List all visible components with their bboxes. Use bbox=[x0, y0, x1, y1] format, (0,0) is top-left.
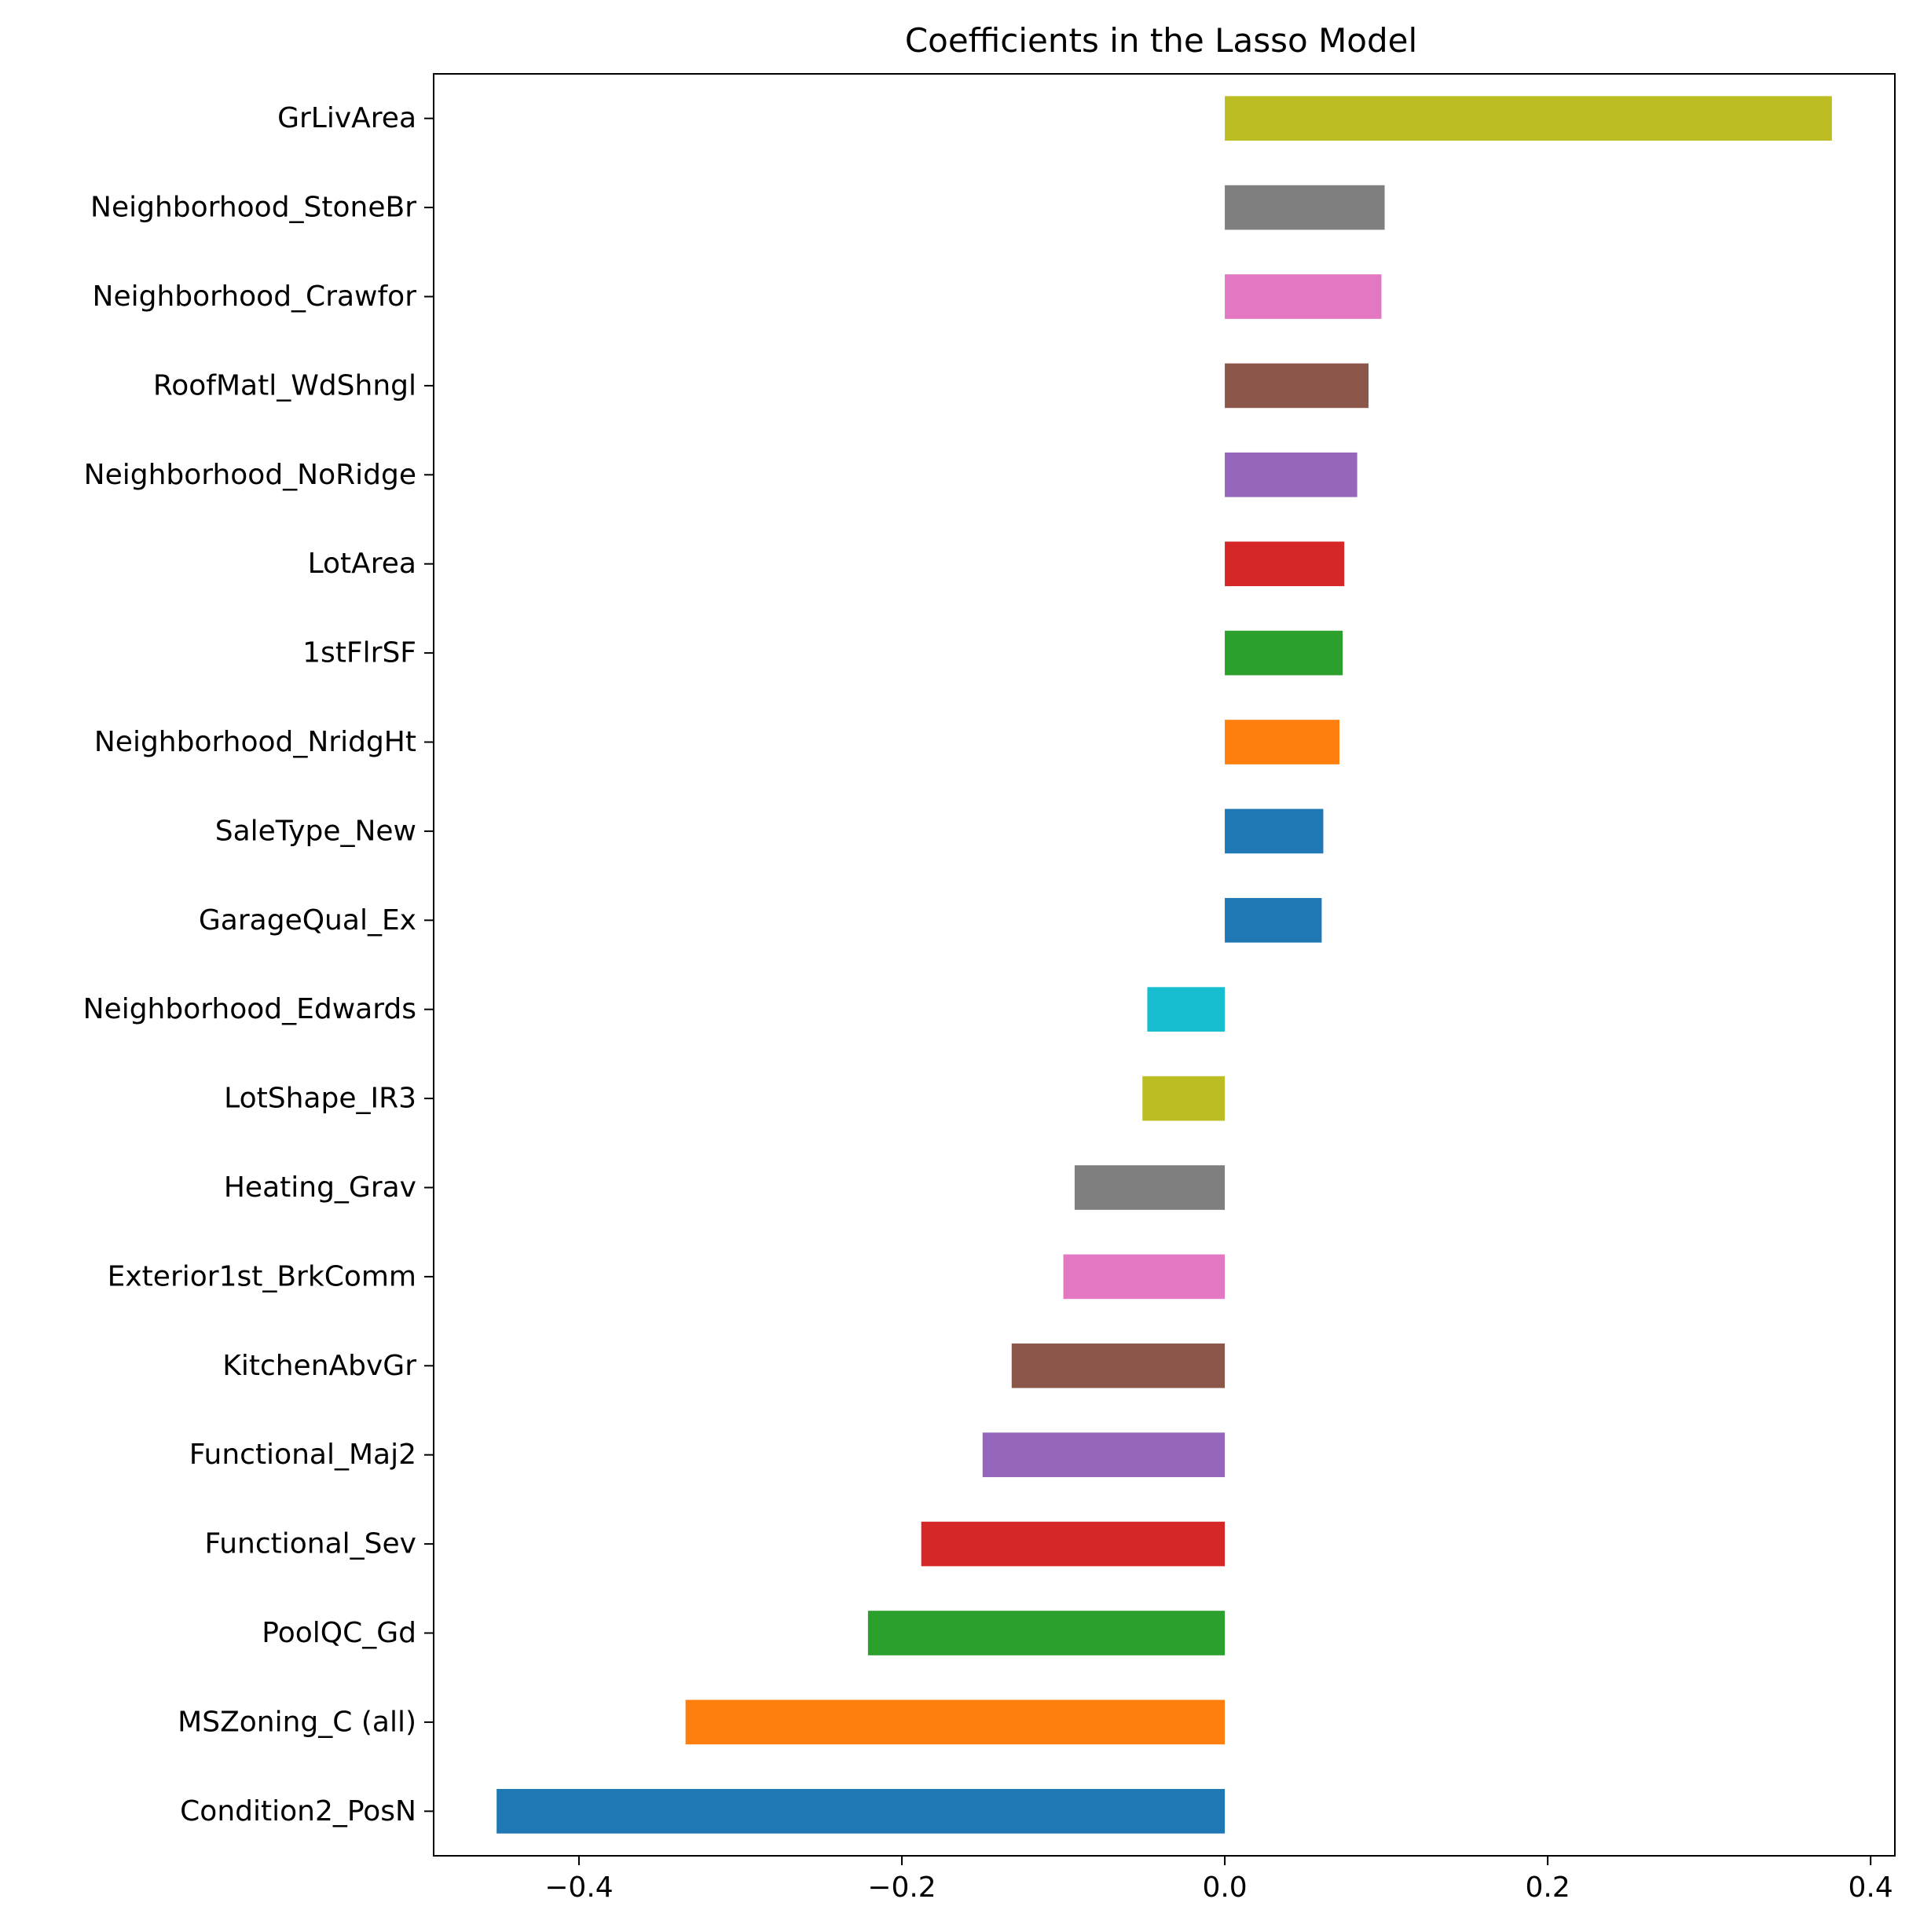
x-tick-label: −0.2 bbox=[867, 1872, 936, 1904]
y-tick-label: Neighborhood_Crawfor bbox=[93, 280, 417, 313]
x-axis: −0.4 −0.2 0.0 0.2 0.4 bbox=[544, 1856, 1893, 1904]
y-tick-label: KitchenAbvGr bbox=[222, 1350, 416, 1382]
bar-lotshape-ir3 bbox=[1142, 1076, 1226, 1121]
bar-garagequal-ex bbox=[1225, 897, 1322, 943]
bar-saletype-new bbox=[1225, 808, 1324, 854]
bar-lotarea bbox=[1225, 541, 1345, 587]
plot-frame bbox=[433, 73, 1896, 1857]
bar-roofmatl-wdshngl bbox=[1225, 363, 1369, 409]
bar-grlivarea bbox=[1225, 96, 1832, 141]
y-tick-label: GrLivArea bbox=[277, 102, 416, 134]
y-tick-label: Neighborhood_Edwards bbox=[83, 993, 416, 1025]
bar-kitchenabvgr bbox=[1011, 1343, 1226, 1388]
y-tick-label: Heating_Grav bbox=[224, 1171, 416, 1204]
y-axis: GrLivArea Neighborhood_StoneBr Neighborhoo… bbox=[83, 102, 434, 1828]
bar-neighborhood-nridght bbox=[1225, 720, 1339, 764]
y-tick-label: LotShape_IR3 bbox=[224, 1083, 416, 1115]
x-tick-label: 0.4 bbox=[1849, 1872, 1893, 1904]
bar-mszoning-c-all bbox=[685, 1699, 1226, 1745]
bar-poolqc-gd bbox=[867, 1611, 1226, 1655]
chart-title: Coefficients in the Lasso Model bbox=[905, 21, 1417, 60]
x-tick-label: −0.4 bbox=[544, 1872, 613, 1904]
x-tick-label: 0.2 bbox=[1525, 1872, 1570, 1904]
y-tick-label: Exterior1st_BrkComm bbox=[108, 1260, 416, 1292]
y-tick-label: Neighborhood_NoRidge bbox=[84, 459, 416, 491]
bar-heating-grav bbox=[1074, 1165, 1226, 1210]
bar-neighborhood-edwards bbox=[1147, 987, 1226, 1032]
y-tick-label: GarageQual_Ex bbox=[199, 904, 416, 937]
bar-functional-sev bbox=[921, 1521, 1226, 1567]
y-tick-label: SaleType_New bbox=[215, 815, 416, 847]
y-tick-label: LotArea bbox=[308, 548, 416, 580]
y-tick-label: Functional_Sev bbox=[205, 1528, 417, 1560]
y-tick-label: 1stFlrSF bbox=[302, 637, 416, 669]
x-tick-label: 0.0 bbox=[1202, 1872, 1247, 1904]
bar-condition2-posn bbox=[496, 1788, 1226, 1834]
y-tick-label: Neighborhood_NridgHt bbox=[94, 726, 416, 758]
y-tick-label: Neighborhood_StoneBr bbox=[90, 192, 416, 224]
bar-neighborhood-noridge bbox=[1225, 452, 1358, 497]
bar-exterior1st-brkcomm bbox=[1063, 1254, 1226, 1300]
y-tick-label: Functional_Maj2 bbox=[189, 1439, 416, 1471]
bars-layer bbox=[496, 96, 1832, 1834]
bar-neighborhood-crawfor bbox=[1225, 274, 1382, 319]
bar-neighborhood-stonebr bbox=[1225, 185, 1385, 230]
y-tick-label: Condition2_PosN bbox=[180, 1795, 416, 1828]
y-tick-label: PoolQC_Gd bbox=[262, 1617, 416, 1649]
bar-functional-maj2 bbox=[982, 1432, 1226, 1478]
bar-1stflrsf bbox=[1225, 630, 1343, 676]
y-tick-label: RoofMatl_WdShngl bbox=[153, 369, 416, 401]
y-tick-label: MSZoning_C (all) bbox=[178, 1706, 416, 1738]
